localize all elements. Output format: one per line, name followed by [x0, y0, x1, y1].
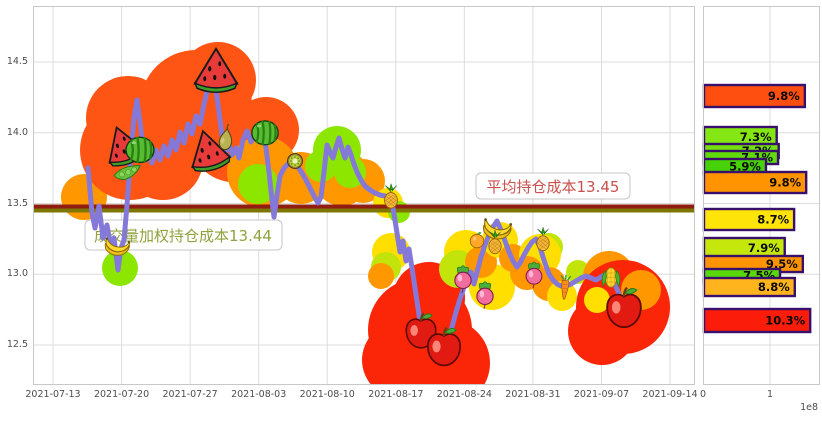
volume-bar-label: 9.8%	[769, 176, 801, 190]
cost-lines	[34, 204, 694, 213]
volume-bar-label: 9.8%	[768, 89, 800, 103]
vwap-cost-annotation: 成交量加权持仓成本13.44	[84, 219, 283, 251]
average-cost-annotation: 平均持仓成本13.45	[475, 172, 631, 200]
watermelon-whole-marker[interactable]	[124, 135, 156, 165]
volume-bar-label: 8.7%	[757, 213, 789, 227]
pineapple-marker[interactable]	[536, 227, 550, 252]
average-cost-label: 平均持仓成本13.45	[487, 178, 620, 196]
volume-blob	[305, 150, 337, 182]
kiwi-marker[interactable]	[287, 153, 303, 169]
volume-blob	[334, 156, 366, 188]
watermelon-whole-marker[interactable]	[250, 119, 280, 147]
volume-bar-label: 7.3%	[740, 130, 772, 144]
volume-bar-label: 8.8%	[758, 280, 790, 294]
price-line	[85, 69, 627, 353]
average-cost-line	[34, 204, 694, 209]
volume-bar-label: 10.3%	[765, 314, 805, 328]
volume-blob	[547, 281, 577, 311]
panel-plot-border	[703, 6, 820, 385]
volume-bar-label: 7.9%	[748, 241, 780, 255]
volume-bar-label: 5.9%	[729, 160, 761, 174]
volume-profile-bars: 9.8%7.3%7.2%7.1%5.9%9.8%8.7%7.9%9.5%7.5%…	[702, 83, 812, 334]
volume-bar-label: 9.5%	[766, 257, 798, 271]
vwap-cost-line	[34, 208, 694, 213]
volume-blob	[584, 287, 610, 313]
volume-blob	[368, 263, 394, 289]
vwap-cost-label: 成交量加权持仓成本13.44	[94, 227, 272, 245]
main-plot-border	[33, 6, 695, 385]
